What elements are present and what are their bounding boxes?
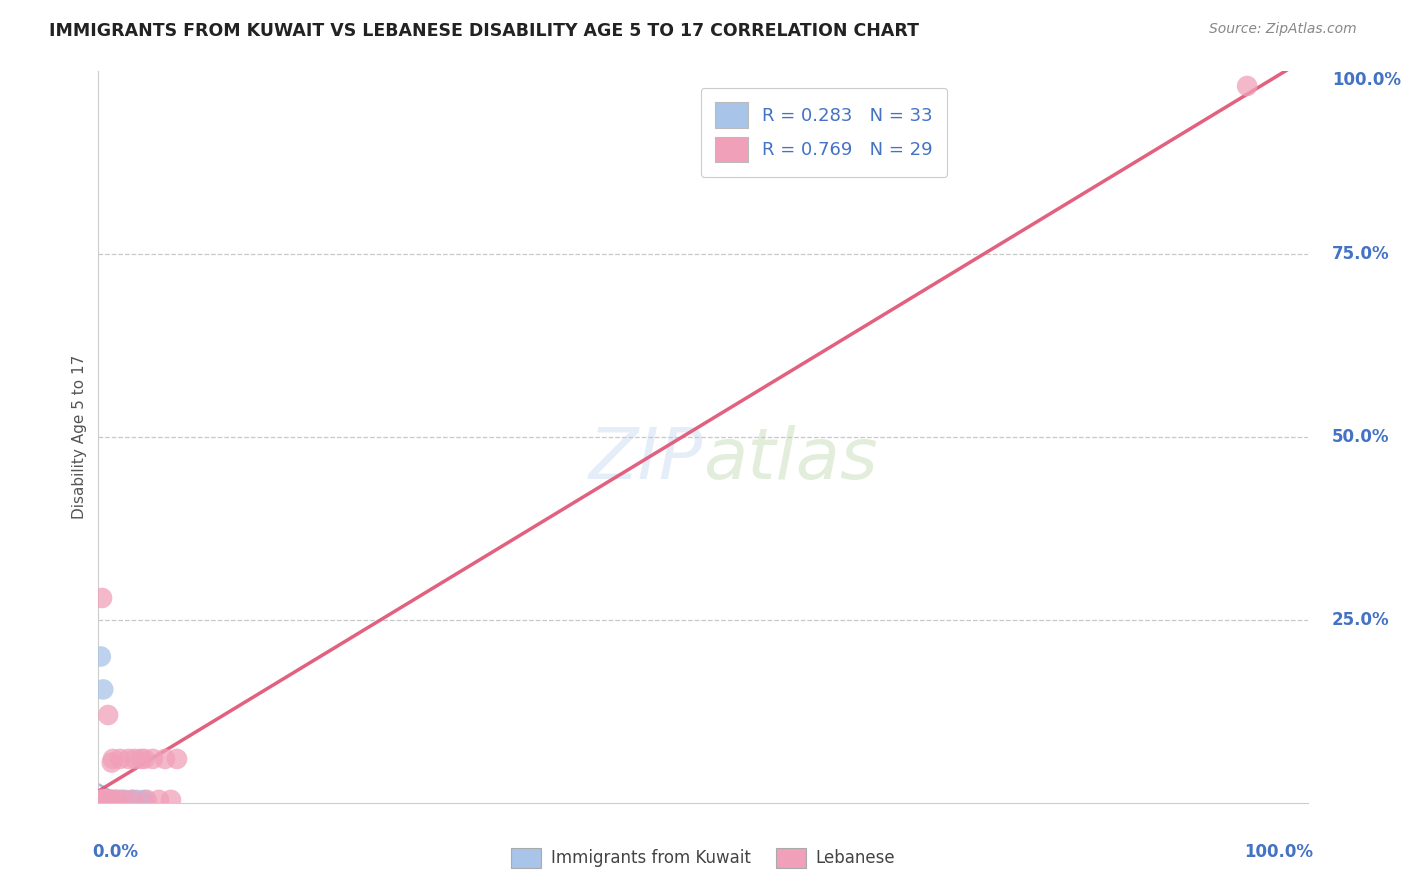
Point (96, 794, 118, 808)
Point (91, 591, 114, 605)
Point (160, 793, 183, 807)
Point (105, 793, 128, 807)
Point (100, 793, 122, 807)
Text: Source: ZipAtlas.com: Source: ZipAtlas.com (1209, 22, 1357, 37)
Text: 0.0%: 0.0% (93, 843, 138, 861)
Point (91, 793, 114, 807)
Point (96, 793, 118, 807)
Point (90, 649, 112, 664)
Point (93, 793, 115, 807)
Point (91, 682, 114, 697)
Point (105, 793, 128, 807)
Point (100, 756, 122, 770)
Point (142, 752, 165, 766)
Point (91, 794, 114, 808)
Point (107, 794, 129, 808)
Point (108, 793, 131, 807)
Point (118, 794, 141, 808)
Point (98, 793, 121, 807)
Point (166, 752, 188, 766)
Point (127, 793, 149, 807)
Point (101, 794, 124, 808)
Point (114, 793, 136, 807)
Text: 100.0%: 100.0% (1244, 843, 1313, 861)
Legend: R = 0.283   N = 33, R = 0.769   N = 29: R = 0.283 N = 33, R = 0.769 N = 29 (700, 87, 948, 177)
Point (111, 794, 134, 808)
Point (101, 752, 124, 766)
Text: ZIP: ZIP (589, 425, 703, 493)
Point (98, 794, 121, 808)
Point (129, 752, 152, 766)
Point (97, 708, 120, 723)
Point (94, 793, 117, 807)
Text: 50.0%: 50.0% (1331, 428, 1389, 446)
Point (153, 752, 176, 766)
Point (97, 793, 120, 807)
Point (89, 794, 111, 808)
Point (121, 793, 143, 807)
Point (124, 794, 146, 808)
Text: 25.0%: 25.0% (1331, 611, 1389, 629)
Point (91, 794, 114, 808)
Text: 100.0%: 100.0% (1331, 71, 1400, 89)
Point (1236, 78, 1258, 93)
Point (104, 794, 127, 808)
Point (134, 793, 156, 807)
Text: 75.0%: 75.0% (1331, 245, 1389, 263)
Point (89, 794, 111, 808)
Text: IMMIGRANTS FROM KUWAIT VS LEBANESE DISABILITY AGE 5 TO 17 CORRELATION CHART: IMMIGRANTS FROM KUWAIT VS LEBANESE DISAB… (49, 22, 920, 40)
Y-axis label: Disability Age 5 to 17: Disability Age 5 to 17 (72, 355, 87, 519)
Point (90, 794, 112, 808)
Point (118, 752, 141, 766)
Point (91, 793, 114, 807)
Point (124, 752, 146, 766)
Point (111, 793, 134, 807)
Point (129, 794, 152, 808)
Point (93, 794, 115, 808)
Point (100, 794, 122, 808)
Legend: Immigrants from Kuwait, Lebanese: Immigrants from Kuwait, Lebanese (505, 841, 901, 875)
Point (91, 793, 114, 807)
Point (134, 752, 156, 766)
Point (100, 793, 122, 807)
Point (91, 794, 114, 808)
Point (90, 793, 112, 807)
Point (90, 793, 112, 807)
Point (108, 752, 131, 766)
Point (94, 794, 117, 808)
Text: atlas: atlas (703, 425, 877, 493)
Point (93, 794, 115, 808)
Point (103, 793, 125, 807)
Point (121, 793, 143, 807)
Point (91, 794, 114, 808)
Point (135, 793, 157, 807)
Point (148, 793, 170, 807)
Point (97, 794, 120, 808)
Point (94, 793, 117, 807)
